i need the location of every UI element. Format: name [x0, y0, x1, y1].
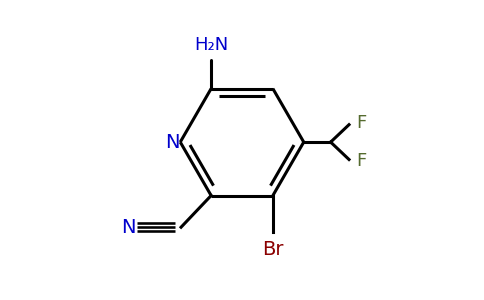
Text: N: N [121, 218, 136, 237]
Text: H₂N: H₂N [194, 36, 228, 54]
Text: F: F [356, 114, 366, 132]
Text: Br: Br [262, 240, 284, 259]
Text: F: F [356, 152, 366, 170]
Text: N: N [165, 133, 180, 152]
